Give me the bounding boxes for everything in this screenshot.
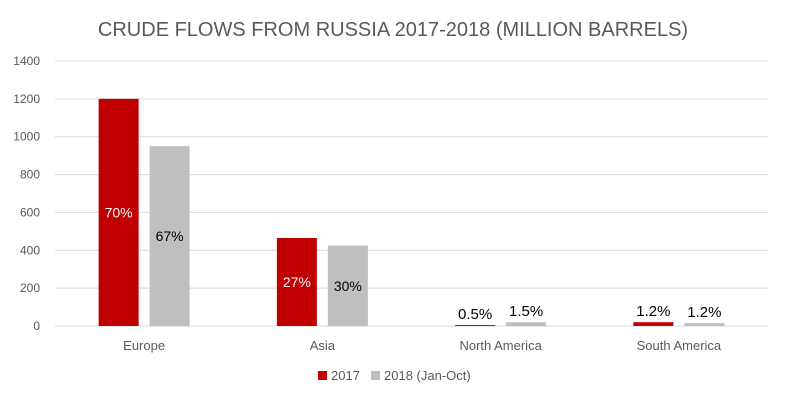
data-label: 70% <box>105 204 133 220</box>
chart-title: CRUDE FLOWS FROM RUSSIA 2017-2018 (MILLI… <box>98 19 688 41</box>
x-tick-label: Asia <box>310 338 336 353</box>
bar <box>276 237 317 326</box>
data-label: 0.5% <box>458 306 492 323</box>
legend-entry: 2018 (Jan-Oct) <box>384 368 471 383</box>
data-label: 1.5% <box>509 303 543 320</box>
y-tick-label: 0 <box>33 319 40 333</box>
data-label: 1.2% <box>687 304 721 321</box>
legend-swatch <box>318 371 327 380</box>
y-tick-label: 1200 <box>13 92 40 106</box>
bar <box>327 245 368 326</box>
x-tick-label: Europe <box>123 338 165 353</box>
data-label: 1.2% <box>636 303 670 320</box>
data-label: 67% <box>156 228 184 244</box>
y-tick-label: 1000 <box>13 130 40 144</box>
x-tick-label: North America <box>459 338 542 353</box>
y-axis: 0 200 400 600 800 1000 1200 1400 <box>13 54 40 333</box>
data-label: 30% <box>334 278 362 294</box>
legend-swatch <box>371 371 380 380</box>
bar <box>633 322 674 326</box>
bar <box>149 146 190 326</box>
y-tick-label: 800 <box>20 168 40 182</box>
x-axis: Europe Asia North America South America <box>123 338 722 353</box>
y-tick-label: 400 <box>20 243 40 257</box>
data-label: 27% <box>283 274 311 290</box>
bars: 70% 67% 27% 30% 0.5% 1.5% 1.2% 1.2% <box>98 98 725 326</box>
legend: 2017 2018 (Jan-Oct) <box>318 368 471 383</box>
bar <box>98 98 139 326</box>
y-tick-label: 200 <box>20 281 40 295</box>
y-tick-label: 600 <box>20 205 40 219</box>
bar <box>506 322 547 326</box>
legend-entry: 2017 <box>331 368 360 383</box>
y-tick-label: 1400 <box>13 54 40 68</box>
x-tick-label: South America <box>637 338 722 353</box>
bar <box>684 323 725 326</box>
bar <box>455 325 496 326</box>
